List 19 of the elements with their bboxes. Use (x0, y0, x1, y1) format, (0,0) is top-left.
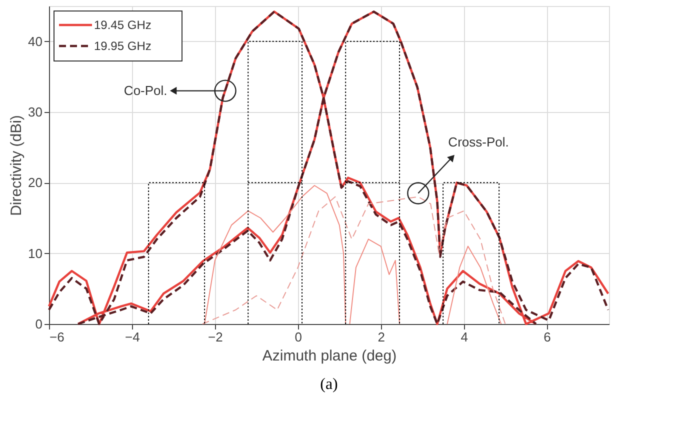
y-tick-label: 30 (28, 104, 42, 120)
x-tick-label: −4 (125, 330, 140, 344)
x-tick-label: 0 (294, 330, 302, 344)
y-tick-label: 0 (35, 316, 42, 332)
y-tick-label: 20 (28, 175, 42, 190)
x-tick-label: 6 (544, 330, 551, 344)
legend-label: 19.45 GHz (94, 18, 152, 32)
y-tick-label: 40 (28, 34, 42, 49)
legend-label: 19.95 GHz (94, 39, 152, 53)
text: (a) (320, 376, 338, 393)
x-tick-label: −2 (208, 330, 223, 344)
annotation: Co-Pol. (124, 82, 168, 98)
y-tick-label: 10 (28, 246, 42, 261)
x-tick-label: −6 (50, 330, 64, 344)
y-axis-title: Directivity (dBi) (8, 115, 26, 216)
x-tick-label: 2 (378, 330, 385, 344)
x-axis-title: Azimuth plane (deg) (262, 348, 397, 364)
x-tick-label: 4 (460, 330, 468, 344)
annotation: Cross-Pol. (448, 134, 509, 150)
